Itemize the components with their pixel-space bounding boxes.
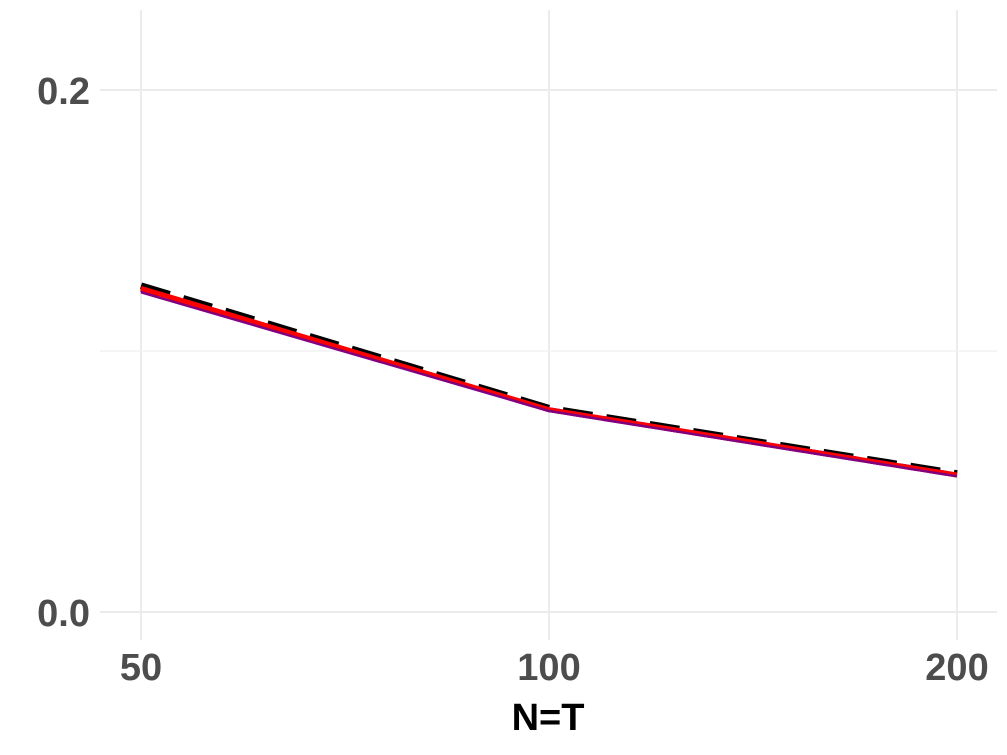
- series-layer: [139, 282, 958, 478]
- y-tick-label-0.0: 0.0: [37, 593, 90, 635]
- series-line-4: [140, 291, 958, 478]
- x-tick-label-200: 200: [925, 647, 988, 689]
- x-axis-title: N=T: [512, 697, 585, 739]
- tick-labels: 50 100 200 0.0 0.2: [37, 71, 989, 689]
- x-tick-label-50: 50: [120, 647, 162, 689]
- grid: [100, 10, 997, 640]
- y-tick-label-0.2: 0.2: [37, 71, 90, 113]
- x-tick-label-100: 100: [517, 647, 580, 689]
